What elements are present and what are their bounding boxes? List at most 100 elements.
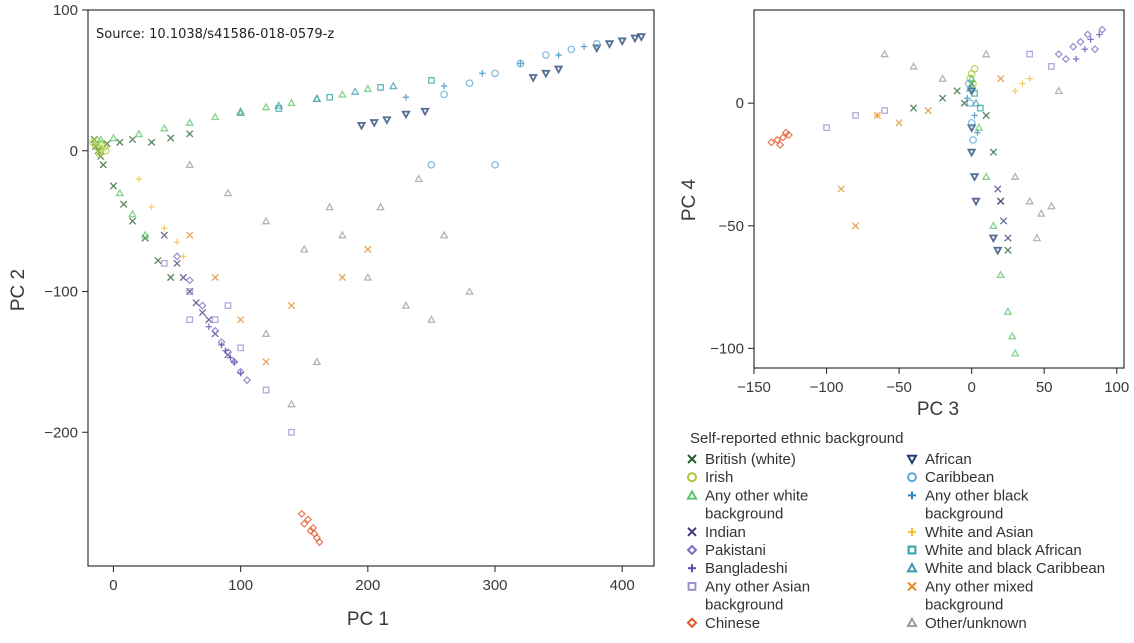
legend-marker-irish	[687, 472, 697, 483]
pc34-x-tick-label: 100	[1104, 379, 1129, 396]
pc34-series-any-other-black-background	[964, 95, 981, 136]
pc12-point-caribbean	[465, 79, 474, 88]
pc34-point-white-and-black-african	[976, 104, 984, 112]
legend-item-any-other-asian-background: Any other Asian background	[687, 578, 810, 614]
pc12-point-caribbean	[542, 51, 550, 59]
pc34-point-caribbean	[969, 136, 977, 144]
pc12-point-african	[369, 119, 379, 128]
legend-label: Pakistani	[705, 542, 766, 559]
pc12-point-african	[630, 34, 640, 44]
pc12-x-tick-label: 400	[610, 577, 635, 594]
pc34-point-any-other-asian-background	[881, 107, 888, 114]
legend-marker-indian	[687, 527, 697, 537]
legend-item-pakistani: Pakistani	[686, 542, 766, 559]
pc34-point-british-white	[982, 111, 990, 120]
pc34-point-any-other-white-background	[1003, 307, 1013, 315]
plot-pc1-pc2: 0 100 200 300 400 100 0 −100 −200 Source: 10.103…	[8, 2, 655, 630]
pc12-point-irish	[95, 149, 104, 158]
pc12-point-bangladeshi	[231, 358, 238, 366]
pc12-point-any-other-white-background	[128, 209, 137, 218]
pc34-point-any-other-mixed-background	[895, 119, 903, 127]
pc34-point-any-other-black-background	[964, 95, 971, 102]
pc12-point-any-other-asian-background	[211, 316, 219, 324]
pc12-point-caribbean	[491, 69, 499, 78]
pc12-point-irish	[101, 146, 110, 155]
pc12-series-white-and-asian	[135, 175, 187, 260]
pc34-series-chinese	[767, 128, 793, 149]
pc12-series-white-and-black-caribbean	[236, 81, 398, 116]
pc34-point-irish	[970, 64, 979, 73]
pc34-point-any-other-mixed-background	[997, 74, 1005, 83]
pc12-series-any-other-asian-background	[160, 259, 295, 436]
pc34-point-white-and-black-caribbean	[965, 83, 975, 92]
legend-item-chinese: Chinese	[686, 615, 760, 632]
pc34-point-british-white	[953, 87, 961, 95]
pc12-point-pakistani	[242, 376, 252, 385]
pc34-point-chinese	[784, 130, 793, 140]
pc12-point-caribbean	[592, 39, 601, 48]
pc12-point-other-unknown	[261, 329, 271, 337]
pc12-series-african	[356, 33, 647, 131]
legend-item-british-white: British (white)	[687, 451, 796, 468]
pc34-point-other-unknown	[1010, 172, 1020, 180]
left-data-marks	[89, 33, 647, 547]
pc12-point-white-and-black-caribbean	[350, 87, 360, 95]
pc12-point-white-and-asian	[135, 175, 143, 183]
legend-marker-white-and-black-african	[907, 545, 917, 555]
left-axes: 0 100 200 300 400 100 0 −100 −200	[44, 2, 635, 594]
pc12-point-any-other-white-background	[140, 230, 150, 239]
pc34-point-bangladeshi	[1081, 46, 1089, 53]
pc34-point-pakistani	[1083, 30, 1092, 39]
pc34-point-other-unknown	[1054, 86, 1064, 95]
legend-item-indian: Indian	[687, 524, 746, 541]
pc12-point-other-unknown	[312, 357, 322, 366]
pc12-point-other-unknown	[465, 286, 474, 295]
pc12-point-chinese	[306, 526, 315, 535]
pc34-point-african	[971, 197, 981, 207]
pc34-point-african	[966, 124, 977, 133]
pc12-point-british-white	[99, 161, 107, 169]
legend-label: background	[925, 597, 1003, 614]
pc12-point-other-unknown	[427, 315, 436, 323]
pc12-point-any-other-asian-background	[160, 259, 168, 267]
legend-label: White and black Caribbean	[925, 560, 1105, 577]
legend-marker-any-other-mixed-background	[907, 581, 917, 592]
pc12-series-irish	[89, 137, 110, 158]
pc12-point-british-white	[167, 273, 175, 282]
pc12-point-african	[420, 107, 430, 117]
pc34-y-tick-label: −50	[719, 218, 744, 235]
pc12-point-any-other-white-background	[338, 89, 347, 98]
pc12-point-white-and-black-african	[326, 93, 334, 101]
legend-marker-pakistani	[686, 544, 698, 556]
pc12-point-any-other-asian-background	[224, 302, 232, 309]
pc12-x-tick-label: 100	[228, 577, 253, 594]
pc34-series-any-other-asian-background	[823, 50, 1055, 132]
pc12-series-any-other-white-background	[96, 84, 373, 239]
pc12-point-british-white	[147, 138, 156, 146]
legend-label: White and black African	[925, 542, 1082, 559]
legend-marker-other-unknown	[906, 616, 918, 627]
pc34-point-bangladeshi	[1072, 55, 1080, 63]
legend-label: background	[925, 506, 1003, 523]
legend-item-any-other-mixed-background: Any other mixed background	[907, 578, 1033, 614]
pc34-point-indian	[994, 185, 1002, 193]
pc12-point-chinese	[303, 515, 313, 524]
pc34-series-pakistani	[1054, 25, 1107, 64]
pc34-point-african	[993, 246, 1003, 256]
pc34-x-tick-label: 0	[967, 379, 975, 396]
pc12-point-white-and-black-caribbean	[236, 108, 245, 116]
pc34-point-african	[966, 148, 977, 158]
pc34-point-any-other-white-background	[1007, 331, 1017, 340]
pc34-x-tick-label: 50	[1036, 379, 1053, 396]
pc34-point-white-and-asian	[1011, 87, 1019, 95]
pc12-point-caribbean	[427, 160, 436, 169]
pc12-point-african	[382, 116, 392, 125]
pc12-point-indian	[192, 299, 200, 307]
pc12-y-tick-label: 0	[70, 143, 78, 160]
pc34-point-any-other-asian-background	[1026, 50, 1034, 58]
pc34-point-pakistani	[1098, 25, 1107, 34]
pc34-point-any-other-mixed-background	[851, 222, 860, 230]
pc12-point-african	[356, 121, 367, 131]
right-axes: −150 −100 −50 0 50 100 0 −50 −100	[710, 95, 1129, 396]
legend-item-any-other-black-background: Any other black background	[908, 487, 1029, 523]
